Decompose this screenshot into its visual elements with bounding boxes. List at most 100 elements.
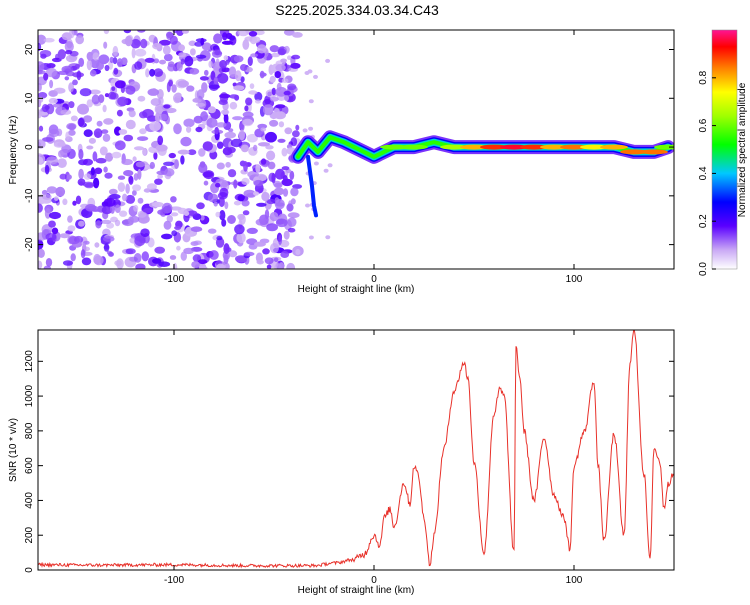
noise-blob bbox=[228, 66, 237, 78]
noise-blob bbox=[174, 159, 179, 170]
noise-blob bbox=[196, 202, 205, 210]
noise-blob bbox=[96, 120, 103, 127]
noise-blob bbox=[236, 232, 246, 244]
noise-blob bbox=[57, 142, 66, 147]
noise-blob bbox=[255, 218, 266, 226]
noise-blob bbox=[219, 93, 231, 99]
noise-blob bbox=[119, 210, 128, 217]
noise-blob bbox=[222, 32, 228, 41]
noise-blob bbox=[245, 97, 253, 106]
y-tick-label: 20 bbox=[24, 44, 35, 56]
noise-blob bbox=[178, 44, 186, 52]
y-tick-label: 1000 bbox=[24, 385, 35, 408]
noise-blob bbox=[215, 122, 227, 128]
noise-blob bbox=[74, 63, 80, 70]
noise-blob bbox=[277, 48, 287, 56]
noise-blob bbox=[48, 97, 58, 104]
noise-blob bbox=[99, 146, 108, 156]
noise-blob bbox=[201, 82, 208, 93]
noise-blob bbox=[81, 257, 92, 266]
noise-blob bbox=[72, 200, 77, 206]
noise-blob bbox=[277, 138, 286, 143]
noise-blob bbox=[114, 219, 121, 227]
noise-blob bbox=[86, 99, 94, 108]
noise-blob bbox=[290, 198, 296, 205]
noise-blob bbox=[125, 194, 136, 204]
noise-blob bbox=[275, 104, 286, 109]
colorbar-tick-label: 0.4 bbox=[698, 166, 709, 180]
noise-blob bbox=[187, 210, 198, 216]
noise-blob bbox=[180, 58, 185, 65]
noise-blob bbox=[38, 260, 43, 269]
noise-blob bbox=[304, 71, 310, 75]
noise-blob bbox=[183, 247, 195, 255]
noise-blob bbox=[193, 240, 202, 246]
noise-blob bbox=[108, 188, 118, 195]
noise-blob bbox=[66, 174, 72, 180]
noise-blob bbox=[291, 54, 301, 60]
noise-blob bbox=[96, 61, 104, 71]
noise-blob bbox=[134, 235, 146, 246]
noise-blob bbox=[163, 53, 173, 62]
noise-blob bbox=[79, 88, 92, 97]
noise-blob bbox=[253, 144, 258, 152]
noise-blob bbox=[94, 242, 100, 248]
noise-blob bbox=[57, 49, 66, 60]
noise-blob bbox=[188, 40, 197, 47]
spectrogram-frame bbox=[37, 29, 675, 270]
noise-blob bbox=[229, 94, 239, 99]
snr-plot-area bbox=[38, 330, 674, 570]
noise-blob bbox=[103, 41, 108, 49]
noise-blob bbox=[78, 57, 85, 67]
noise-blob bbox=[219, 210, 226, 221]
noise-blob bbox=[282, 188, 289, 197]
noise-blob bbox=[75, 195, 82, 205]
noise-blob bbox=[240, 144, 249, 153]
colorbar-tick-label: 0.6 bbox=[698, 118, 709, 132]
noise-blob bbox=[177, 149, 190, 155]
noise-blob bbox=[102, 104, 107, 113]
noise-blob bbox=[243, 161, 248, 172]
noise-blob bbox=[224, 131, 236, 139]
noise-blob bbox=[137, 95, 146, 102]
noise-blob bbox=[65, 131, 70, 140]
noise-blob bbox=[112, 57, 118, 65]
noise-blob bbox=[78, 220, 85, 227]
noise-blob bbox=[68, 30, 75, 39]
noise-blob bbox=[233, 200, 242, 206]
noise-blob bbox=[77, 103, 89, 115]
noise-blob bbox=[241, 177, 250, 185]
noise-blob bbox=[132, 190, 137, 196]
noise-blob bbox=[247, 56, 253, 67]
spectrogram-ylabel: Frequency (Hz) bbox=[8, 116, 19, 185]
noise-blob bbox=[230, 138, 243, 148]
noise-blob bbox=[153, 68, 163, 77]
noise-blob bbox=[287, 227, 296, 233]
noise-blob bbox=[131, 47, 136, 59]
noise-blob bbox=[105, 152, 114, 162]
noise-blob bbox=[233, 179, 238, 189]
noise-blob bbox=[242, 210, 250, 216]
y-tick-label: -20 bbox=[24, 237, 35, 252]
noise-blob bbox=[159, 113, 168, 121]
noise-blob bbox=[38, 92, 48, 99]
noise-blob bbox=[135, 161, 145, 168]
noise-blob bbox=[137, 210, 147, 218]
noise-blob bbox=[302, 128, 308, 133]
noise-blob bbox=[64, 76, 70, 81]
noise-blob bbox=[271, 172, 276, 184]
noise-blob bbox=[151, 201, 164, 208]
noise-blob bbox=[64, 41, 74, 53]
noise-blob bbox=[290, 62, 301, 69]
noise-blob bbox=[173, 123, 182, 135]
noise-blob bbox=[48, 128, 60, 138]
noise-blob bbox=[206, 117, 218, 128]
noise-blob bbox=[114, 80, 126, 89]
noise-blob bbox=[163, 161, 175, 166]
noise-blob bbox=[180, 136, 192, 147]
noise-blob bbox=[155, 144, 168, 152]
noise-blob bbox=[286, 262, 296, 269]
noise-blob bbox=[68, 123, 76, 131]
